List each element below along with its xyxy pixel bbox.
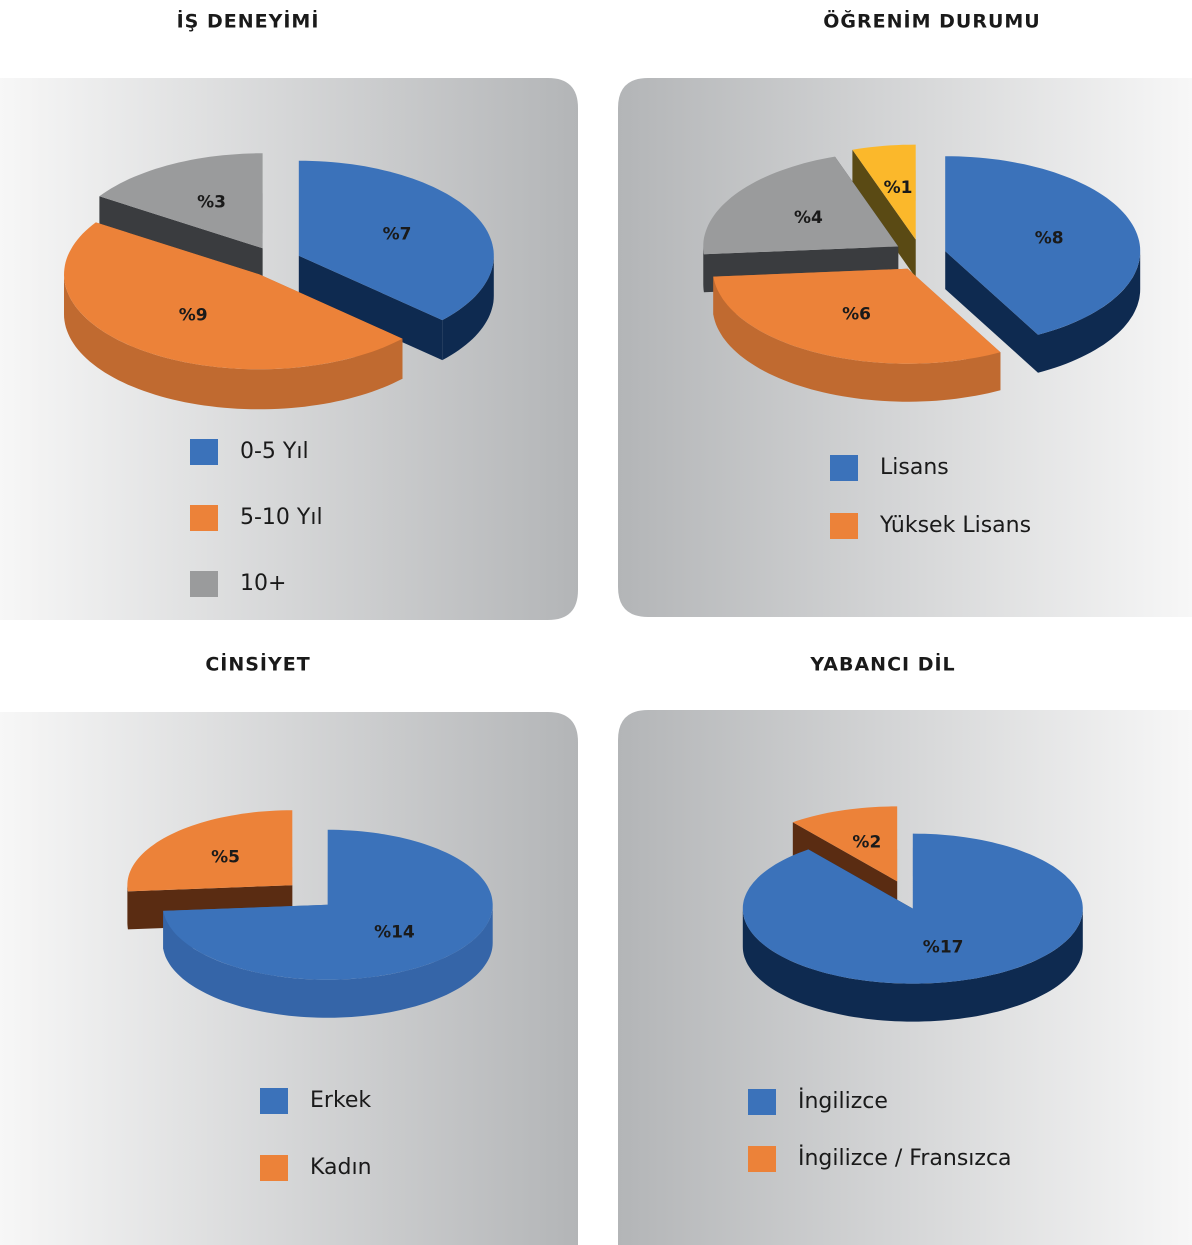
slice bbox=[703, 156, 899, 255]
slice-side bbox=[703, 246, 704, 293]
legend-label: Lisans bbox=[880, 455, 949, 480]
slice-side bbox=[64, 274, 403, 410]
slice bbox=[64, 222, 403, 370]
legend-swatch bbox=[190, 571, 218, 597]
value-label: %8 bbox=[1035, 228, 1064, 248]
value-label: %9 bbox=[179, 306, 208, 326]
legend-label: 5-10 Yıl bbox=[240, 505, 323, 530]
chart-title: YABANCI DİL bbox=[809, 652, 955, 676]
value-label: %4 bbox=[794, 208, 823, 228]
slice-side bbox=[852, 149, 916, 278]
legend-label: 0-5 Yıl bbox=[240, 439, 309, 464]
legend-label: Erkek bbox=[310, 1088, 371, 1113]
value-label: %14 bbox=[374, 923, 415, 943]
legend-label: İngilizce bbox=[798, 1088, 888, 1114]
value-label: %1 bbox=[884, 178, 913, 198]
legend-swatch bbox=[190, 505, 218, 531]
value-label: %7 bbox=[383, 225, 412, 245]
value-label: %2 bbox=[852, 832, 881, 852]
slice bbox=[163, 829, 493, 980]
slice bbox=[792, 806, 898, 882]
legend-label: 10+ bbox=[240, 571, 286, 596]
slice-side bbox=[442, 255, 494, 361]
slice-side bbox=[298, 255, 443, 361]
slice bbox=[127, 810, 293, 892]
legend-swatch bbox=[260, 1155, 288, 1181]
slice bbox=[298, 160, 494, 321]
slice-side bbox=[127, 885, 128, 930]
legend-swatch bbox=[830, 513, 858, 539]
chart-title: İŞ DENEYİMİ bbox=[177, 9, 320, 33]
chart-title: ÖĞRENİM DURUMU bbox=[823, 9, 1040, 33]
slice-side bbox=[742, 908, 1083, 1022]
legend-swatch bbox=[830, 455, 858, 481]
value-label: %3 bbox=[197, 192, 226, 212]
slice bbox=[852, 144, 916, 240]
value-label: %6 bbox=[842, 305, 871, 325]
legend-label: İngilizce / Fransızca bbox=[798, 1145, 1012, 1171]
slice-side bbox=[945, 251, 1038, 373]
legend-swatch bbox=[260, 1088, 288, 1114]
slice-side bbox=[713, 276, 1001, 402]
chart-title: CİNSİYET bbox=[205, 652, 310, 676]
legend-swatch bbox=[748, 1146, 776, 1172]
legend-swatch bbox=[190, 439, 218, 465]
legend-label: Yüksek Lisans bbox=[879, 513, 1031, 538]
legend-label: Kadın bbox=[310, 1155, 372, 1180]
slice bbox=[99, 153, 263, 249]
legend-swatch bbox=[748, 1089, 776, 1115]
slice bbox=[945, 156, 1141, 335]
value-label: %17 bbox=[923, 938, 964, 958]
slice-side bbox=[163, 904, 493, 1018]
slice bbox=[713, 268, 1001, 364]
value-label: %5 bbox=[211, 847, 240, 867]
slice bbox=[742, 833, 1083, 984]
slice-side bbox=[1038, 251, 1141, 373]
